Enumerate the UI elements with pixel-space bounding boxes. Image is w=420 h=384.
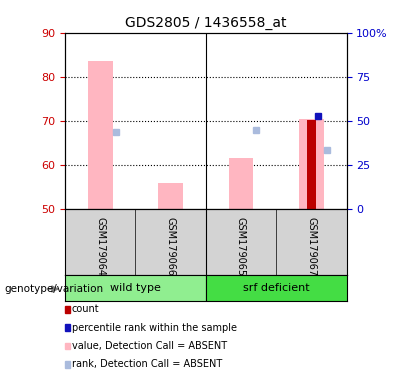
Text: rank, Detection Call = ABSENT: rank, Detection Call = ABSENT	[72, 359, 222, 369]
Bar	[65, 275, 206, 301]
Text: count: count	[72, 304, 100, 314]
Bar	[307, 120, 315, 209]
Text: genotype/variation: genotype/variation	[4, 284, 103, 294]
Bar	[228, 159, 253, 209]
Text: GSM179064: GSM179064	[95, 217, 105, 276]
Bar	[158, 183, 183, 209]
Text: value, Detection Call = ABSENT: value, Detection Call = ABSENT	[72, 341, 227, 351]
Bar	[206, 275, 346, 301]
Text: percentile rank within the sample: percentile rank within the sample	[72, 323, 237, 333]
Text: wild type: wild type	[110, 283, 161, 293]
Bar	[88, 61, 113, 209]
Bar	[299, 119, 324, 209]
Text: srf deficient: srf deficient	[243, 283, 310, 293]
Text: GSM179065: GSM179065	[236, 217, 246, 276]
Text: GSM179067: GSM179067	[306, 217, 316, 276]
Text: GSM179066: GSM179066	[165, 217, 176, 276]
Title: GDS2805 / 1436558_at: GDS2805 / 1436558_at	[125, 16, 286, 30]
